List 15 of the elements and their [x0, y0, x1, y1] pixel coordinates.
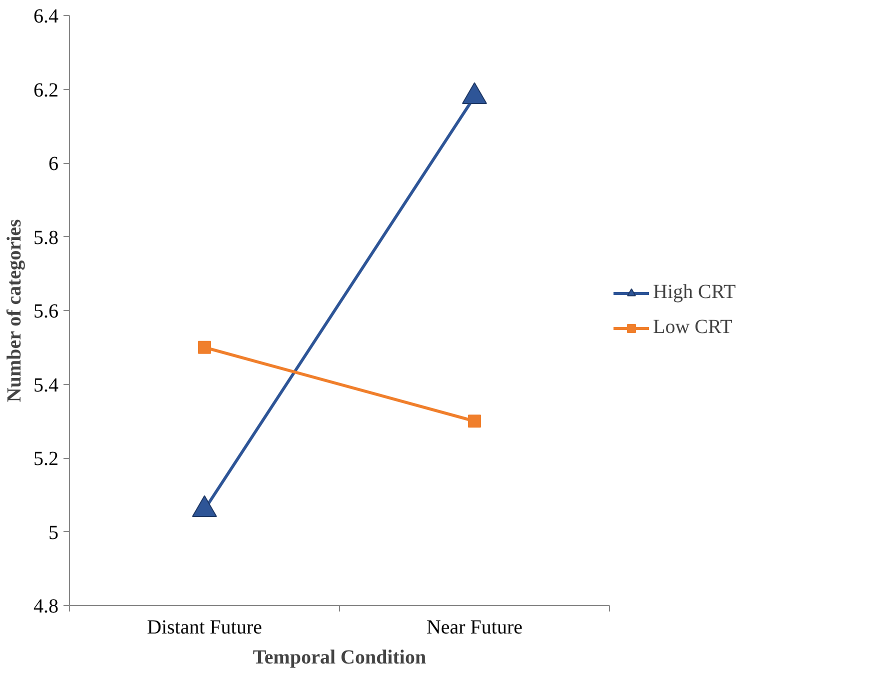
legend-label: Low CRT: [653, 316, 732, 339]
y-tick-label: 5.2: [34, 448, 58, 470]
y-tick-label: 4.8: [34, 596, 58, 618]
y-tick-label: 5.4: [34, 374, 58, 396]
y-tick-label: 5.6: [34, 300, 58, 322]
x-tick-label: Distant Future: [147, 616, 262, 638]
legend-label: High CRT: [653, 281, 736, 304]
y-tick-label: 6.4: [34, 6, 58, 28]
y-tick-label: 6.2: [34, 79, 58, 102]
x-axis-title: Temporal Condition: [252, 646, 426, 668]
x-tick-label: Near Future: [426, 616, 523, 638]
y-tick-label: 5.8: [34, 226, 58, 249]
y-tick-label: 5: [48, 522, 58, 544]
y-tick-label: 6: [48, 153, 58, 175]
y-axis-title: Number of categories: [4, 219, 26, 402]
